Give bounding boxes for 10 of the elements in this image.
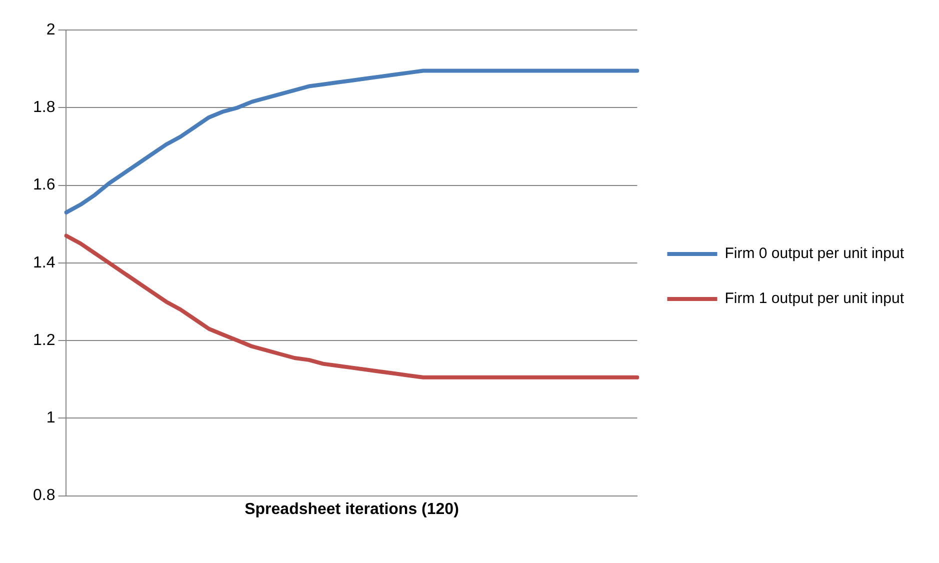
y-tick-label: 2 [46,21,56,38]
y-tick-label: 0.8 [32,487,56,504]
y-tick-label: 1.8 [32,99,56,116]
x-axis-title: Spreadsheet iterations (120) [244,500,459,518]
y-tick-label: 1.4 [32,254,56,272]
y-tick-label: 1.2 [32,332,56,349]
legend-label: Firm 0 output per unit input [724,245,905,262]
legend-label: Firm 1 output per unit input [724,290,905,308]
y-tick-label: 1.6 [32,176,56,194]
y-tick-label: 1 [46,410,56,427]
